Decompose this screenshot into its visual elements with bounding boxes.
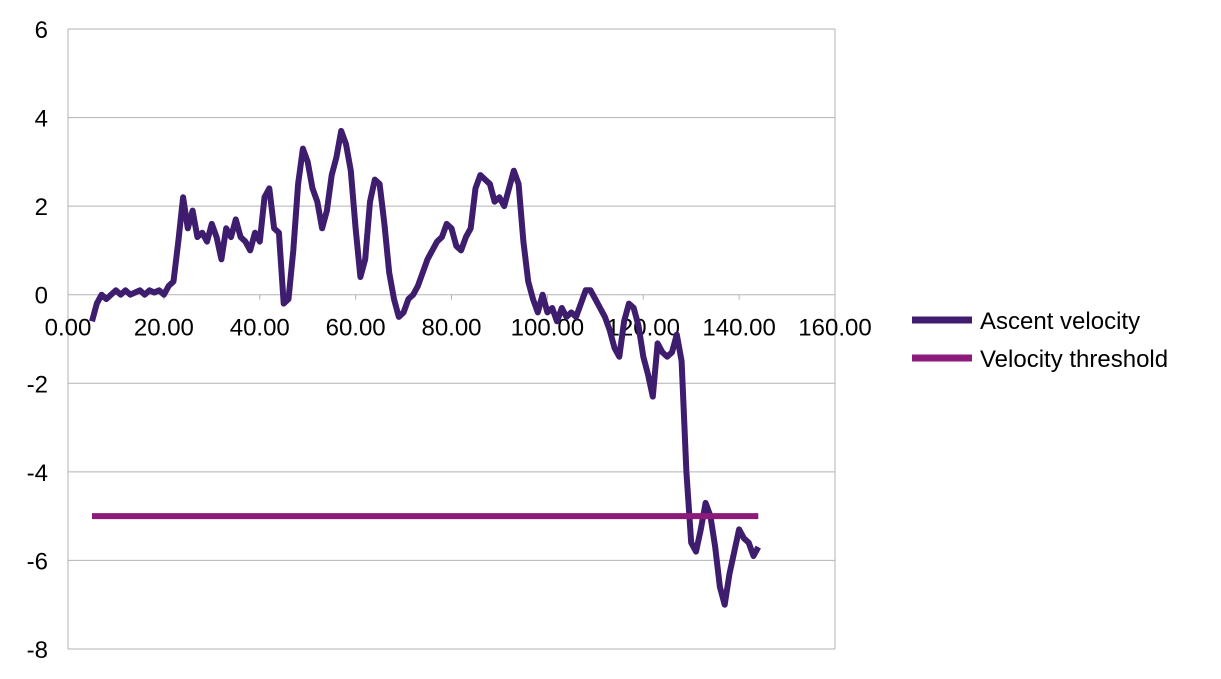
gridlines <box>68 28 835 650</box>
y-tick-label: 0 <box>35 283 48 310</box>
y-tick-label: 6 <box>35 17 48 44</box>
y-tick-label: -8 <box>27 637 48 664</box>
y-tick-label: 4 <box>35 106 48 133</box>
x-tick-label: 20.00 <box>134 315 194 342</box>
y-tick-label: -4 <box>27 460 48 487</box>
x-tick-label: 60.00 <box>326 315 386 342</box>
y-tick-label: 2 <box>35 194 48 221</box>
x-axis-tick-labels: 0.00 20.00 40.00 60.00 80.00 100.00 120.00 140.… <box>45 315 872 342</box>
x-tick-label: 40.00 <box>230 315 290 342</box>
series-lines <box>89 127 761 608</box>
x-tick-label: 100.00 <box>511 315 584 342</box>
x-tick-label: 160.00 <box>798 315 871 342</box>
y-tick-label: -2 <box>27 371 48 398</box>
x-tick-label: 0.00 <box>45 315 92 342</box>
x-tick-label: 140.00 <box>702 315 775 342</box>
legend-label: Ascent velocity <box>980 308 1140 335</box>
y-tick-label: -6 <box>27 548 48 575</box>
y-axis-tick-labels: 6 4 2 0 -2 -4 -6 -8 <box>27 17 48 664</box>
x-tick-label: 80.00 <box>421 315 481 342</box>
series-line-ascent-velocity <box>89 127 761 608</box>
legend: Ascent velocity Velocity threshold <box>912 308 1168 373</box>
legend-label: Velocity threshold <box>980 346 1168 373</box>
